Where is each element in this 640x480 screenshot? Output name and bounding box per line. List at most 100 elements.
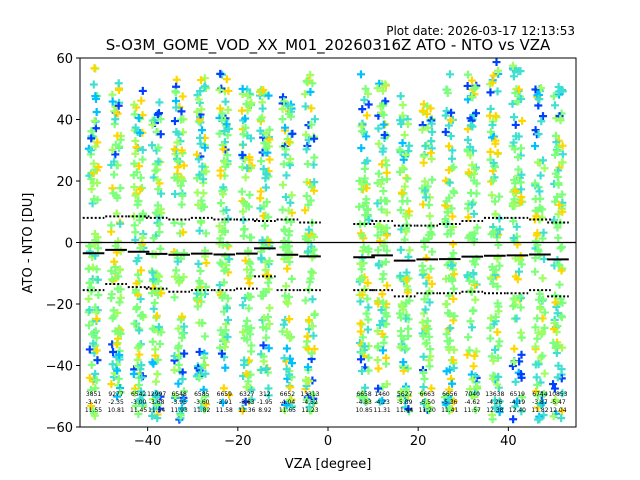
data-point xyxy=(285,242,294,251)
data-point xyxy=(551,343,560,352)
data-point xyxy=(488,262,497,271)
data-point xyxy=(223,151,232,160)
data-point xyxy=(517,193,526,202)
data-point xyxy=(301,206,310,215)
data-point xyxy=(178,312,187,321)
bin-stat-0-2: 11.55 xyxy=(85,407,102,414)
data-point xyxy=(448,146,457,155)
data-point xyxy=(88,263,97,272)
data-point xyxy=(363,325,372,334)
data-point xyxy=(539,228,548,237)
data-point xyxy=(383,281,392,290)
data-point xyxy=(364,215,373,224)
bin-stat-14-2: 11.20 xyxy=(419,407,436,414)
data-point xyxy=(535,187,544,196)
bin-stat-11-0: 6658 xyxy=(356,391,371,398)
data-point xyxy=(110,257,119,266)
data-point xyxy=(486,104,495,113)
data-point xyxy=(445,404,454,413)
data-point xyxy=(362,132,371,141)
data-point xyxy=(495,192,504,201)
data-point xyxy=(465,346,474,355)
data-point xyxy=(175,278,184,287)
y-tick-label: 20 xyxy=(56,175,73,190)
data-point xyxy=(264,278,273,287)
data-point xyxy=(216,69,225,78)
data-point xyxy=(420,295,429,304)
data-point xyxy=(418,266,427,275)
bin-stat-3-0: 12997 xyxy=(147,391,166,398)
data-point xyxy=(304,136,313,145)
data-point xyxy=(309,331,318,340)
data-point xyxy=(156,130,165,139)
data-point xyxy=(196,87,205,96)
data-point xyxy=(259,323,268,332)
data-point xyxy=(427,384,436,393)
data-point xyxy=(538,274,547,283)
data-point xyxy=(86,385,95,394)
data-point xyxy=(278,180,287,189)
bin-stat-16-1: -4.62 xyxy=(465,399,481,406)
data-point xyxy=(200,353,209,362)
data-point xyxy=(421,193,430,202)
data-point xyxy=(156,244,165,253)
data-point xyxy=(494,66,503,75)
data-point xyxy=(135,341,144,350)
data-point xyxy=(449,240,458,249)
data-point xyxy=(215,85,224,94)
data-point xyxy=(378,86,387,95)
data-point xyxy=(450,345,459,354)
data-point xyxy=(258,104,267,113)
data-point xyxy=(449,316,458,325)
data-point xyxy=(554,179,563,188)
data-point xyxy=(93,195,102,204)
data-point xyxy=(174,324,183,333)
point-group-bin-19 xyxy=(531,84,549,424)
data-point xyxy=(138,145,147,154)
data-point xyxy=(265,155,274,164)
data-point xyxy=(555,200,564,209)
data-point xyxy=(554,233,563,242)
data-point xyxy=(285,396,294,405)
data-point xyxy=(493,87,502,96)
bin-stat-11-2: 10.85 xyxy=(355,407,372,414)
data-point xyxy=(396,92,405,101)
data-point xyxy=(174,360,183,369)
data-point xyxy=(171,272,180,281)
data-point xyxy=(171,190,180,199)
data-point xyxy=(446,324,455,333)
data-point xyxy=(396,342,405,351)
data-point xyxy=(517,185,526,194)
data-point xyxy=(532,212,541,221)
bin-stat-5-2: 11.82 xyxy=(193,407,210,414)
bin-stat-13-0: 5627 xyxy=(397,391,412,398)
data-point xyxy=(264,313,273,322)
data-point xyxy=(115,350,124,359)
data-point xyxy=(424,201,433,210)
data-point xyxy=(199,202,208,211)
data-point xyxy=(135,162,144,171)
data-point xyxy=(310,310,319,319)
x-tick-label: 0 xyxy=(324,434,332,449)
data-point xyxy=(202,258,211,267)
x-tick-label: −40 xyxy=(134,434,161,449)
point-group-bin-17 xyxy=(485,58,504,424)
data-point xyxy=(87,360,96,369)
data-point xyxy=(153,355,162,364)
data-point xyxy=(467,92,476,101)
data-point xyxy=(281,193,290,202)
data-point xyxy=(381,97,390,106)
bin-stat-20-1: -5.47 xyxy=(550,399,566,406)
data-point xyxy=(304,200,313,209)
data-point xyxy=(310,344,319,353)
data-point xyxy=(422,398,431,407)
data-point xyxy=(379,338,388,347)
data-point xyxy=(246,134,255,143)
data-point xyxy=(450,312,459,321)
data-point xyxy=(509,234,518,243)
data-point xyxy=(558,389,567,398)
data-point xyxy=(557,313,566,322)
data-point xyxy=(92,346,101,355)
data-point xyxy=(381,196,390,205)
bin-stat-12-2: 11.31 xyxy=(374,407,391,414)
